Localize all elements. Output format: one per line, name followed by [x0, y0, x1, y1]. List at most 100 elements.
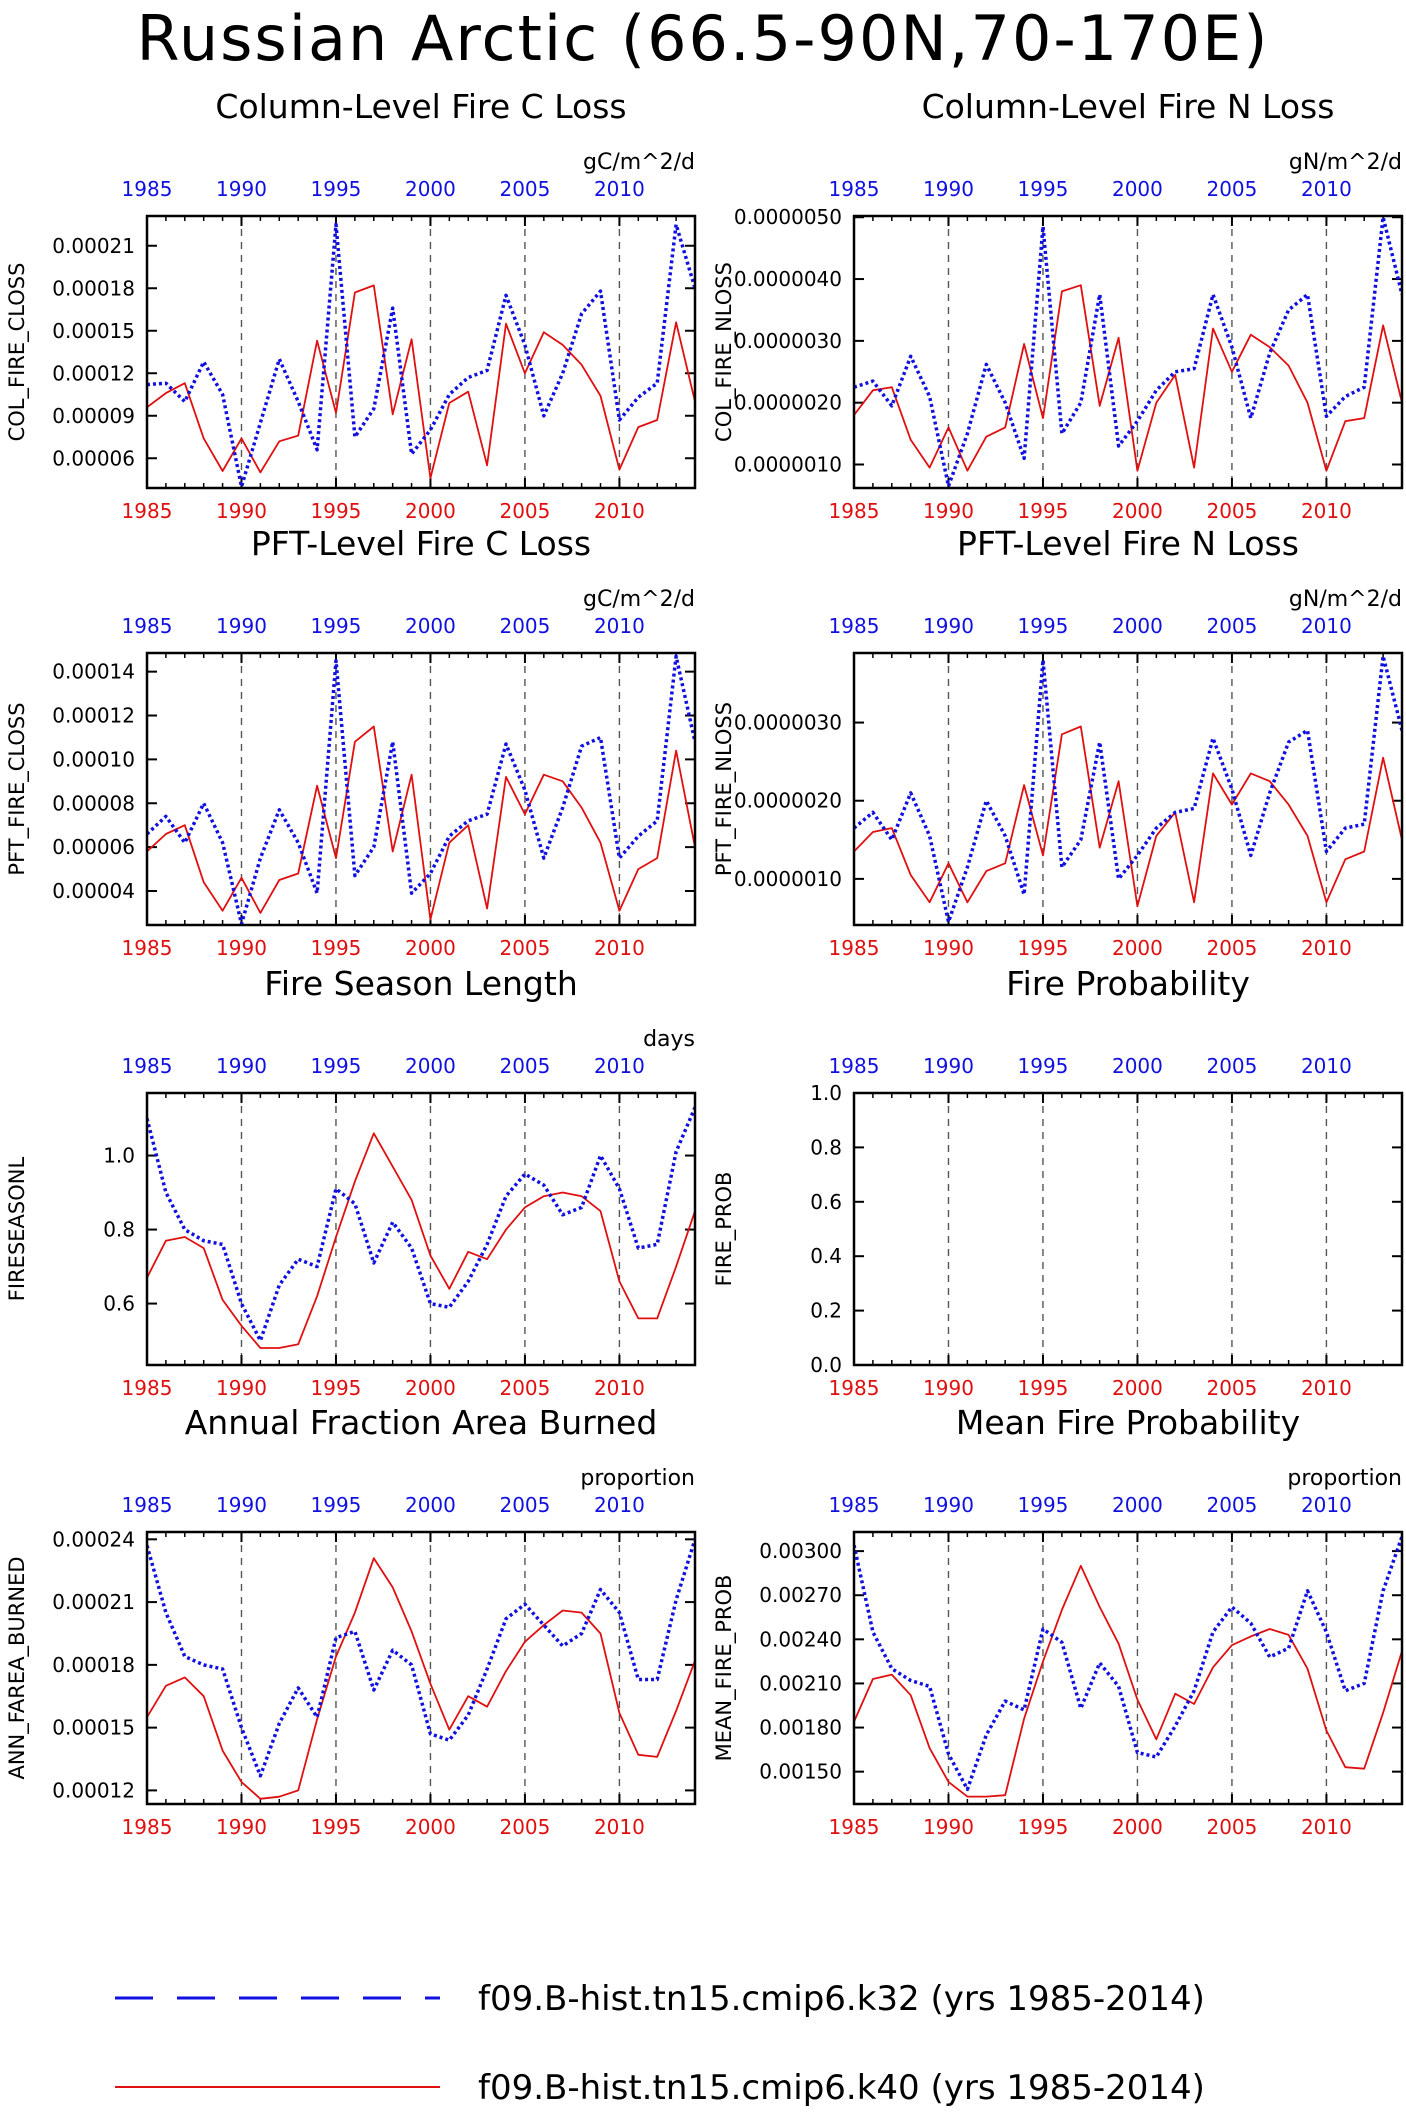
x-tick-label-top: 2005	[499, 1054, 550, 1078]
x-tick-label-bottom: 1990	[923, 499, 974, 523]
y-tick-label: 0.00150	[759, 1760, 842, 1784]
y-tick-label: 0.0000030	[734, 711, 842, 735]
y-axis-label: FIRESEASONL	[5, 1157, 29, 1302]
x-tick-label-bottom: 2000	[1112, 1376, 1163, 1400]
y-tick-label: 0.00015	[52, 1716, 135, 1740]
x-tick-label-top: 1985	[829, 1493, 880, 1517]
x-tick-label-bottom: 1990	[923, 1815, 974, 1839]
units-label: gN/m^2/d	[1289, 150, 1402, 175]
plot-frame	[852, 651, 1404, 927]
x-tick-label-top: 2000	[1112, 1054, 1163, 1078]
x-tick-label-top: 1995	[1018, 1054, 1069, 1078]
chart-panel-5: Fire Season Length days FIRESEASONL 1985 198…	[5, 964, 697, 1400]
y-axis-label: FIRE_PROB	[712, 1172, 737, 1287]
series-line-k40	[147, 1557, 695, 1800]
x-tick-label-top: 1990	[216, 1054, 267, 1078]
x-tick-label-top: 2010	[594, 614, 645, 638]
x-tick-label-bottom: 2005	[1206, 936, 1257, 960]
x-tick-label-bottom: 1995	[311, 936, 362, 960]
y-tick-label: 0.00012	[52, 1778, 135, 1802]
series-line-k32	[147, 1106, 695, 1343]
x-tick-label-top: 1990	[216, 614, 267, 638]
y-tick-label: 0.00009	[52, 404, 135, 428]
plot-frame	[852, 1091, 1404, 1367]
panel-title: Column-Level Fire N Loss	[922, 87, 1335, 126]
panel-title: Mean Fire Probability	[956, 1403, 1300, 1442]
x-tick-label-bottom: 2010	[594, 1376, 645, 1400]
x-tick-label-top: 2000	[1112, 614, 1163, 638]
legend-label-k32: f09.B-hist.tn15.cmip6.k32 (yrs 1985-2014…	[478, 1979, 1205, 2019]
y-tick-label: 0.0000020	[734, 391, 842, 415]
y-tick-label: 0.4	[810, 1244, 842, 1268]
x-tick-label-bottom: 1990	[216, 1815, 267, 1839]
x-tick-label-top: 2000	[405, 614, 456, 638]
y-axis-label: MEAN_FIRE_PROB	[712, 1575, 737, 1762]
plot-frame	[145, 214, 697, 490]
x-tick-label-top: 2000	[405, 1493, 456, 1517]
y-axis-label: COL_FIRE_CLOSS	[5, 263, 30, 442]
x-tick-label-bottom: 2010	[594, 499, 645, 523]
x-tick-label-top: 1985	[829, 614, 880, 638]
x-tick-label-top: 2010	[594, 1054, 645, 1078]
x-tick-label-top: 1995	[1018, 177, 1069, 201]
series-line-k40	[854, 725, 1402, 908]
x-tick-label-bottom: 2010	[1301, 1376, 1352, 1400]
x-tick-label-top: 1985	[122, 1054, 173, 1078]
figure-title: Russian Arctic (66.5-90N,70-170E)	[136, 2, 1270, 75]
y-tick-label: 0.00006	[52, 446, 135, 470]
x-tick-label-bottom: 2005	[499, 499, 550, 523]
x-tick-label-bottom: 1995	[311, 1815, 362, 1839]
x-tick-label-bottom: 2005	[499, 936, 550, 960]
y-tick-label: 0.2	[810, 1299, 842, 1323]
x-tick-label-bottom: 2005	[1206, 499, 1257, 523]
y-tick-label: 0.00012	[52, 361, 135, 385]
series-line-k40	[147, 1132, 695, 1349]
plot-frame	[145, 1530, 697, 1806]
x-tick-label-bottom: 1995	[1018, 499, 1069, 523]
chart-panel-1: Column-Level Fire C Loss gC/m^2/d COL_FIRE…	[5, 87, 697, 523]
chart-panels: Column-Level Fire C Loss gC/m^2/d COL_FIRE…	[5, 87, 1404, 1839]
y-tick-label: 1.0	[103, 1144, 135, 1168]
x-tick-label-top: 1990	[923, 1493, 974, 1517]
plot-frame	[852, 214, 1404, 490]
panel-title: Column-Level Fire C Loss	[215, 87, 626, 126]
x-tick-label-top: 2010	[1301, 614, 1352, 638]
x-tick-label-bottom: 2005	[1206, 1815, 1257, 1839]
y-tick-label: 0.00240	[759, 1627, 842, 1651]
x-tick-label-bottom: 1990	[923, 1376, 974, 1400]
x-tick-label-bottom: 2010	[594, 1815, 645, 1839]
y-tick-label: 0.00004	[52, 879, 135, 903]
y-tick-label: 0.8	[103, 1218, 135, 1242]
x-tick-label-top: 1995	[311, 1054, 362, 1078]
series-line-k40	[854, 284, 1402, 472]
y-tick-label: 0.00006	[52, 835, 135, 859]
x-tick-label-top: 1995	[311, 614, 362, 638]
y-tick-label: 0.00021	[52, 1590, 135, 1614]
panel-title: PFT-Level Fire C Loss	[251, 524, 591, 563]
units-label: days	[643, 1027, 695, 1052]
y-tick-label: 0.00024	[52, 1527, 135, 1551]
x-tick-label-top: 2000	[405, 1054, 456, 1078]
x-tick-label-bottom: 2000	[405, 1815, 456, 1839]
units-label: proportion	[580, 1466, 695, 1491]
x-tick-label-top: 1995	[1018, 1493, 1069, 1517]
chart-panel-4: PFT-Level Fire N Loss gN/m^2/d PFT_FIRE_NL…	[712, 524, 1404, 960]
series-line-k40	[147, 284, 695, 480]
series-line-k40	[147, 725, 695, 921]
series-line-k32	[854, 216, 1402, 488]
x-tick-label-bottom: 2000	[405, 1376, 456, 1400]
chart-panel-2: Column-Level Fire N Loss gN/m^2/d COL_FIRE…	[712, 87, 1404, 523]
y-tick-label: 0.0000020	[734, 789, 842, 813]
x-tick-label-top: 1985	[829, 1054, 880, 1078]
y-tick-label: 0.00021	[52, 234, 135, 258]
chart-panel-3: PFT-Level Fire C Loss gC/m^2/d PFT_FIRE_CL…	[5, 524, 697, 960]
x-tick-label-bottom: 1985	[829, 1815, 880, 1839]
y-axis-label: ANN_FAREA_BURNED	[5, 1556, 30, 1779]
plot-frame	[145, 651, 697, 927]
x-tick-label-top: 2005	[1206, 177, 1257, 201]
x-tick-label-bottom: 2010	[1301, 499, 1352, 523]
x-tick-label-top: 1990	[216, 1493, 267, 1517]
x-tick-label-top: 1990	[216, 177, 267, 201]
x-tick-label-bottom: 1995	[1018, 1815, 1069, 1839]
y-tick-label: 0.8	[810, 1135, 842, 1159]
